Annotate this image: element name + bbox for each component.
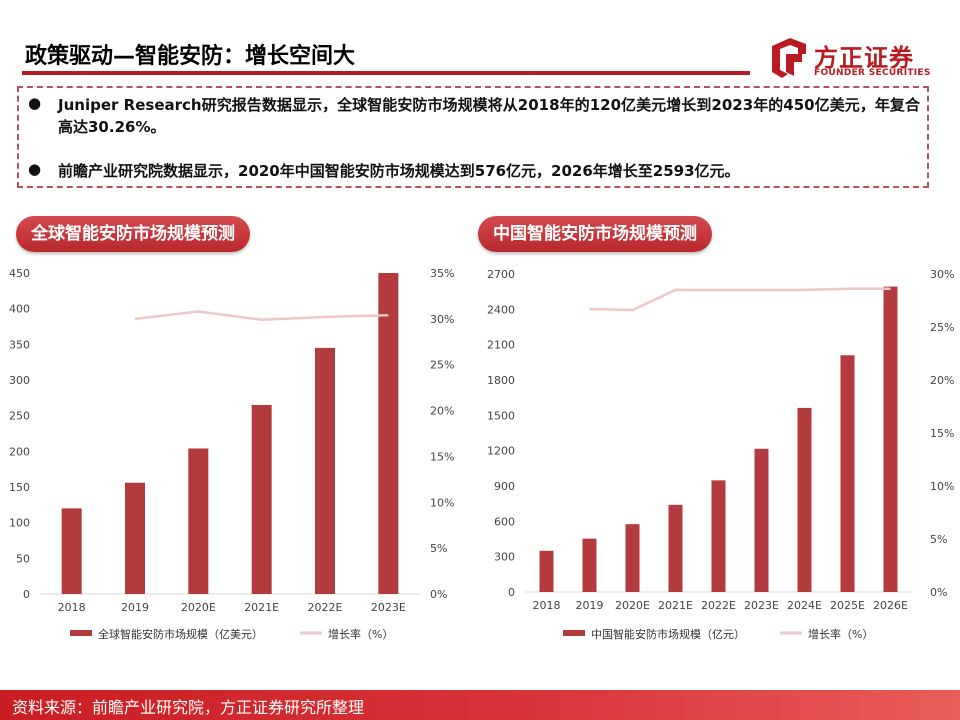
- y-tick-label: 1800: [487, 374, 515, 387]
- y-tick-label: 1500: [487, 409, 515, 422]
- y2-tick-label: 20%: [930, 374, 954, 387]
- x-tick-label: 2022E: [308, 601, 343, 614]
- y-tick-label: 200: [9, 445, 30, 458]
- y-tick-label: 450: [9, 267, 30, 280]
- bar-2023E: [378, 273, 399, 594]
- y-tick-label: 350: [9, 338, 30, 351]
- x-tick-label: 2019: [576, 599, 604, 612]
- legend-bar-swatch: [563, 630, 585, 636]
- page-title: 政策驱动—智能安防：增长空间大: [25, 44, 356, 69]
- bar-2023E: [754, 448, 769, 592]
- note-global-market: Juniper Research研究报告数据显示，全球智能安防市场规模将从201…: [58, 96, 920, 136]
- y2-tick-label: 25%: [930, 321, 954, 334]
- y-tick-label: 150: [9, 481, 30, 494]
- china-market-chart: 0 300 600 900 1200 1500 1800 2100 2400 2700 0% 5% 10…: [487, 268, 954, 641]
- y-tick-label: 250: [9, 410, 30, 423]
- logo-en-text: FOUNDER SECURITIES: [814, 68, 931, 78]
- x-tick-label: 2021E: [244, 601, 279, 614]
- global-market-chart: 0 50 100 150 200 250 300 350 400 450 0% 5% 10% 15% 20%…: [9, 267, 454, 641]
- x-tick-label: 2021E: [658, 599, 693, 612]
- y2-tick-label: 10%: [430, 496, 454, 509]
- y-tick-label: 50: [16, 552, 30, 565]
- x-tick-label: 2025E: [830, 599, 865, 612]
- legend-line-label: 增长率（%）: [328, 627, 393, 641]
- founder-logo-icon: [772, 38, 806, 78]
- y-tick-label: 900: [494, 480, 515, 493]
- global-chart-title: 全球智能安防市场规模预测: [16, 216, 250, 252]
- x-tick-label: 2026E: [873, 599, 908, 612]
- bar-2021E: [251, 404, 272, 594]
- growth-rate-line: [134, 310, 389, 322]
- y2-tick-label: 0%: [430, 588, 447, 601]
- y2-tick-label: 0%: [930, 586, 947, 599]
- legend-line-label: 增长率（%）: [808, 627, 873, 641]
- bar-2022E: [711, 480, 726, 592]
- bar-2019: [125, 482, 145, 594]
- legend-bar-label: 中国智能安防市场规模（亿元）: [591, 627, 745, 641]
- y-tick-label: 300: [494, 551, 515, 564]
- y2-tick-label: 5%: [430, 542, 447, 555]
- x-tick-label: 2018: [533, 599, 561, 612]
- title-rule: [22, 71, 750, 75]
- y-tick-label: 0: [508, 586, 515, 599]
- bar-2018: [539, 550, 554, 592]
- x-tick-label: 2018: [58, 601, 86, 614]
- y2-tick-label: 30%: [930, 268, 954, 281]
- x-tick-label: 2022E: [701, 599, 736, 612]
- china-chart-title: 中国智能安防市场规模预测: [478, 216, 712, 252]
- y-tick-label: 0: [23, 588, 30, 601]
- key-notes-box: [17, 86, 929, 188]
- y-tick-label: 1200: [487, 445, 515, 458]
- bar-2019: [582, 538, 597, 592]
- growth-rate-line: [589, 287, 891, 312]
- bar-2018: [61, 508, 82, 594]
- logo-cn-text: 方正证券: [814, 44, 914, 72]
- y-tick-label: 2700: [487, 268, 515, 281]
- bullet-dot: ●: [28, 160, 42, 178]
- y-tick-label: 600: [494, 515, 515, 528]
- bar-2025E: [840, 355, 855, 592]
- source-note: 资料来源：前瞻产业研究院，方正证券研究所整理: [12, 698, 365, 717]
- y2-tick-label: 15%: [430, 450, 454, 463]
- legend-bar-label: 全球智能安防市场规模（亿美元）: [98, 627, 263, 641]
- y-tick-label: 400: [9, 303, 30, 316]
- bar-2020E: [188, 448, 209, 594]
- x-tick-label: 2024E: [787, 599, 822, 612]
- x-tick-label: 2020E: [181, 601, 216, 614]
- x-tick-label: 2020E: [615, 599, 650, 612]
- note-china-market: 前瞻产业研究院数据显示，2020年中国智能安防市场规模达到576亿元，2026年…: [58, 162, 740, 180]
- y-tick-label: 2400: [487, 303, 515, 316]
- y-tick-label: 2100: [487, 339, 515, 352]
- brand-logo: 方正证券 FOUNDER SECURITIES: [768, 36, 938, 80]
- y2-tick-label: 10%: [930, 480, 954, 493]
- legend-bar-swatch: [70, 630, 92, 636]
- y2-tick-label: 25%: [430, 359, 454, 372]
- y2-tick-label: 30%: [430, 313, 454, 326]
- bullet-dot: ●: [28, 94, 42, 112]
- y2-tick-label: 15%: [930, 427, 954, 440]
- y2-tick-label: 5%: [930, 533, 947, 546]
- y2-tick-label: 35%: [430, 267, 454, 280]
- bar-2022E: [315, 347, 335, 594]
- y-tick-label: 300: [9, 374, 30, 387]
- x-tick-label: 2023E: [371, 601, 406, 614]
- bar-2026E: [883, 286, 898, 592]
- x-tick-label: 2019: [121, 601, 149, 614]
- footer-bar: 资料来源：前瞻产业研究院，方正证券研究所整理: [0, 690, 960, 720]
- y-tick-label: 100: [9, 517, 30, 530]
- bar-2020E: [625, 524, 640, 592]
- x-tick-label: 2023E: [744, 599, 779, 612]
- bar-2024E: [797, 407, 812, 592]
- bar-2021E: [668, 504, 683, 592]
- y2-tick-label: 20%: [430, 405, 454, 418]
